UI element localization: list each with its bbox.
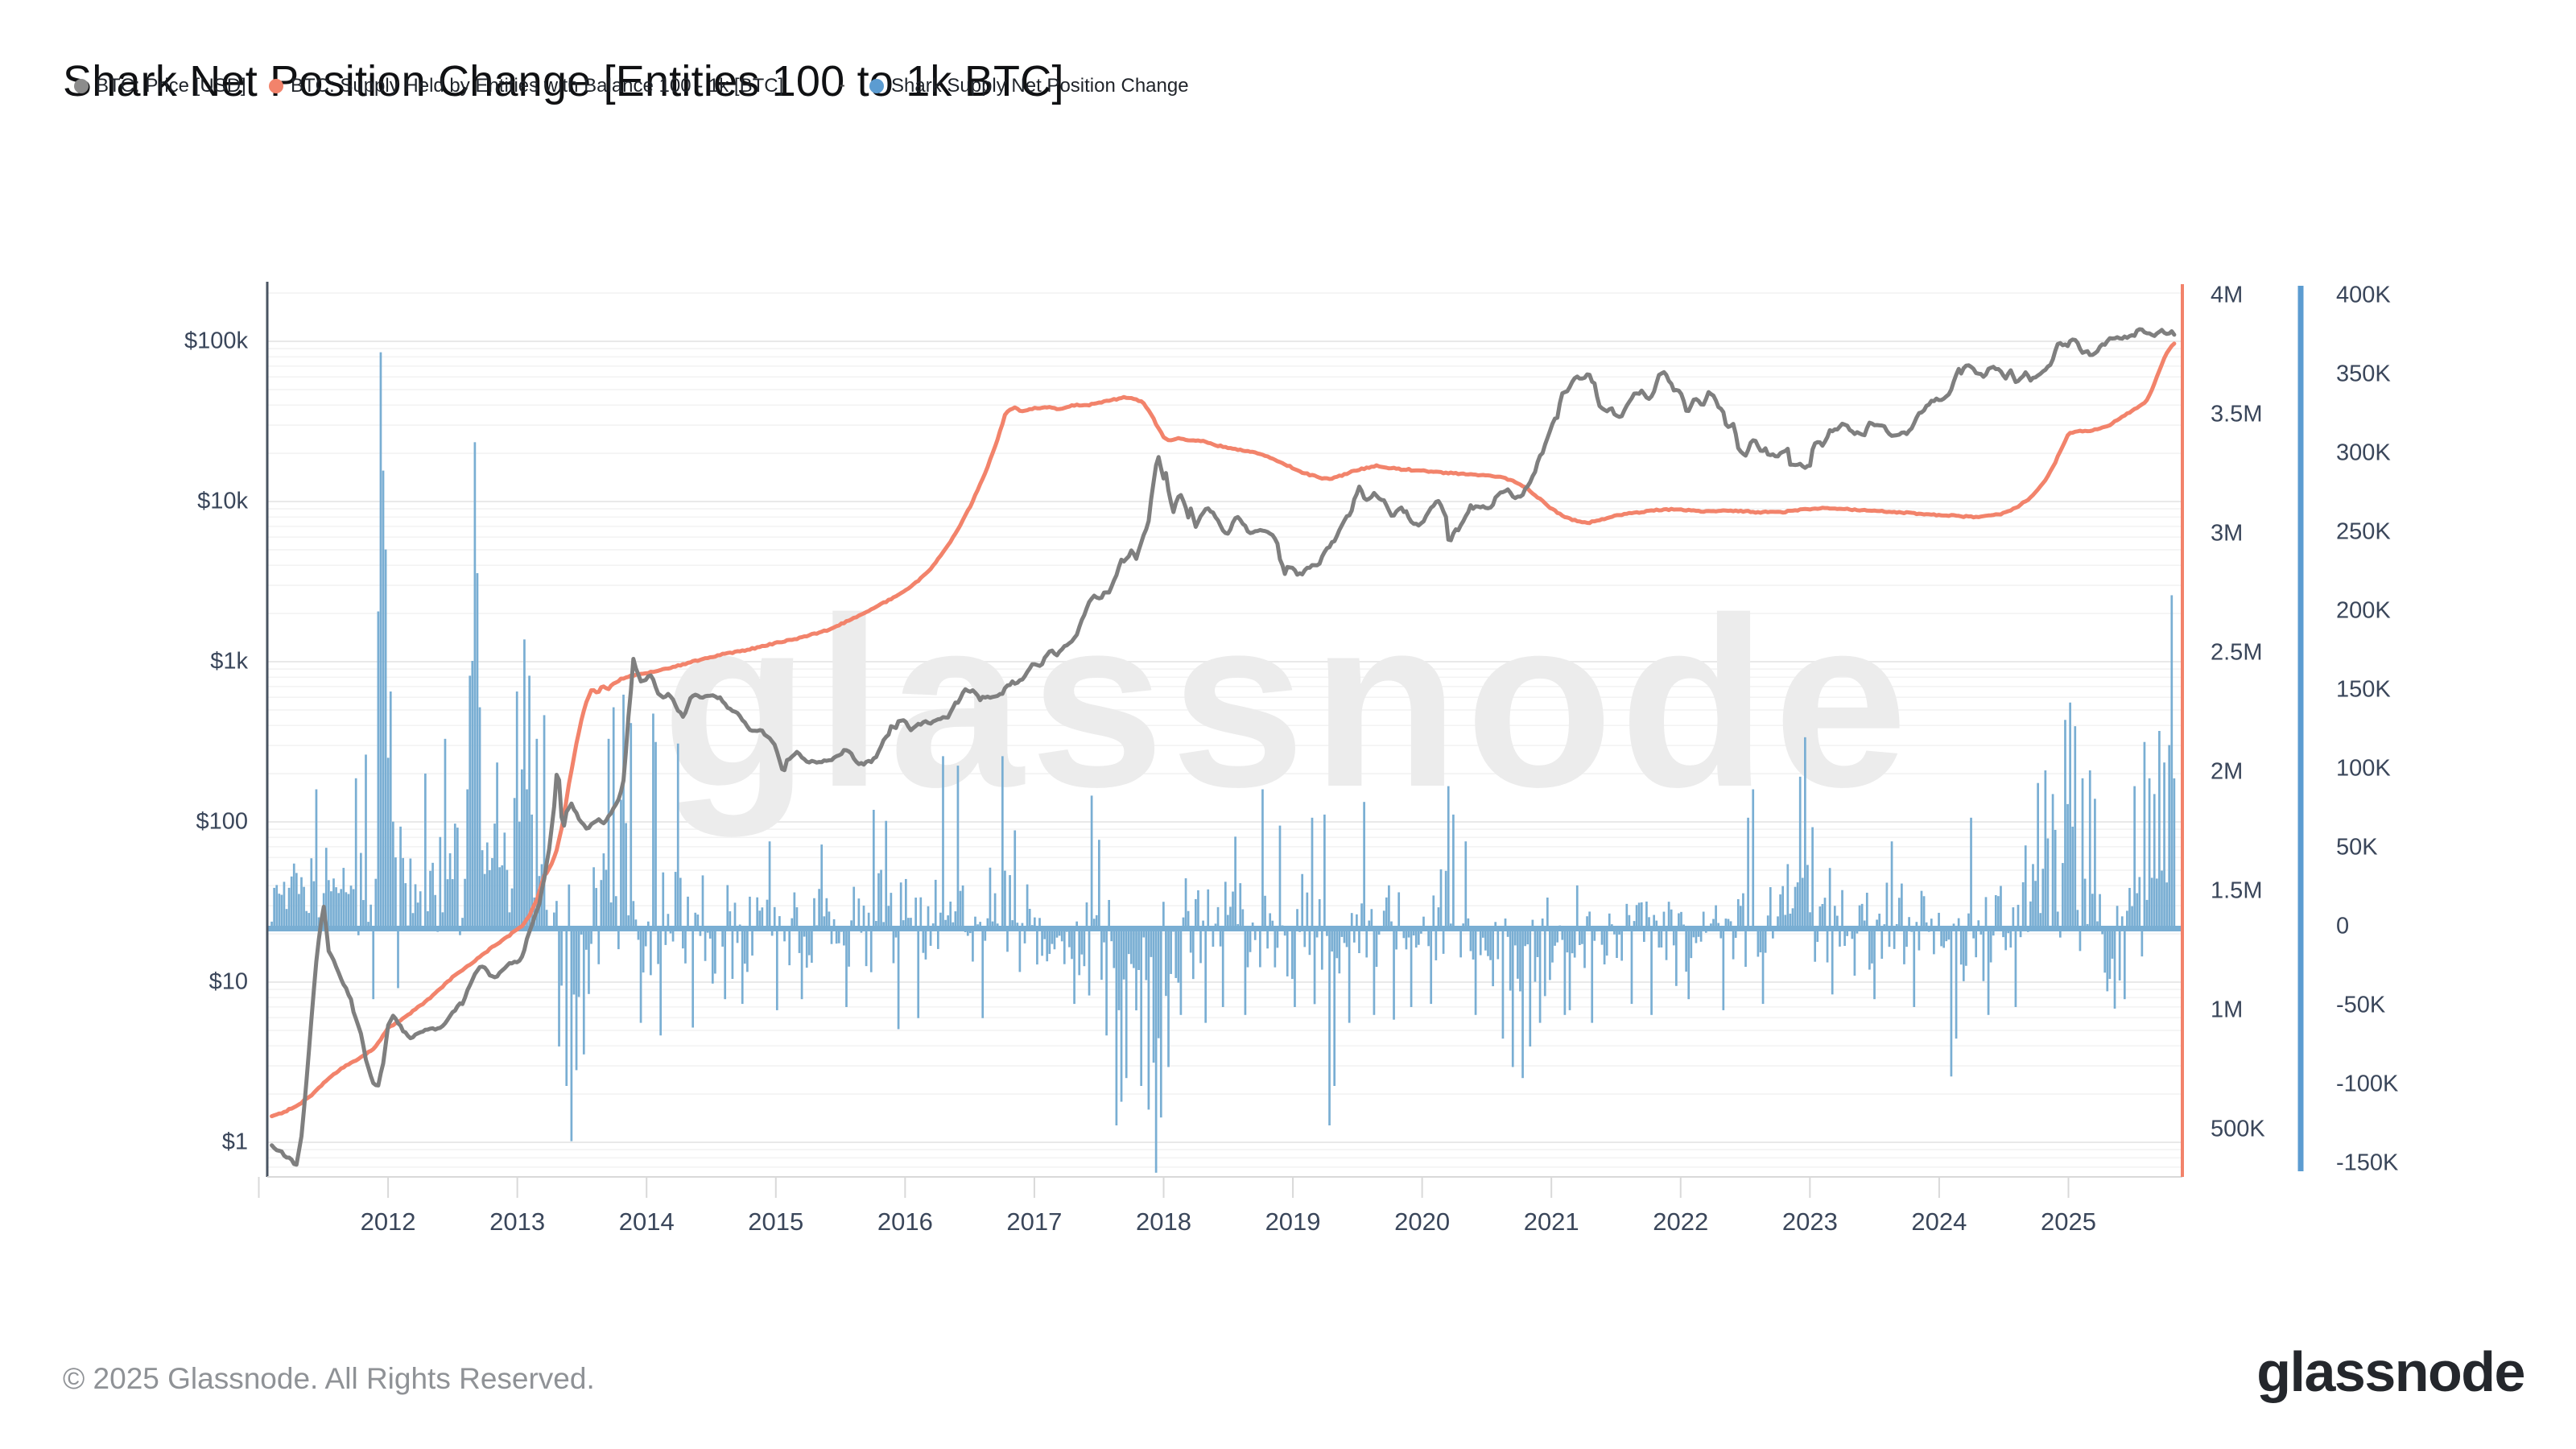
supply-tick-label: 500K — [2211, 1116, 2265, 1142]
net-tick-label: -50K — [2336, 992, 2386, 1018]
supply-tick-label: 4M — [2211, 282, 2244, 308]
year-tick-label: 2017 — [1006, 1208, 1063, 1236]
net-tick-label: -100K — [2336, 1071, 2399, 1097]
year-tick-label: 2020 — [1394, 1208, 1451, 1236]
year-tick-label: 2012 — [360, 1208, 416, 1236]
copyright-text: © 2025 Glassnode. All Rights Reserved. — [63, 1362, 595, 1395]
price-legend-dot-icon — [74, 79, 89, 93]
year-tick-label: 2022 — [1653, 1208, 1709, 1236]
net-tick-label: 400K — [2336, 282, 2391, 308]
net-tick-label: 50K — [2336, 834, 2378, 861]
legend-label: Shark Supply Net Position Change — [891, 75, 1189, 97]
price-tick-label: $100 — [196, 808, 248, 835]
net-tick-label: 250K — [2336, 518, 2391, 545]
supply-tick-label: 2.5M — [2211, 639, 2263, 666]
chart-title: Shark Net Position Change [Entities 100 … — [63, 57, 1064, 105]
year-tick-label: 2018 — [1136, 1208, 1191, 1236]
price-tick-label: $1k — [210, 648, 248, 675]
glassnode-logo: glassnode — [2256, 1340, 2525, 1403]
supply-legend-dot-icon — [269, 79, 283, 93]
supply-tick-label: 1.5M — [2211, 877, 2263, 904]
x-axis-ticks — [258, 1177, 2070, 1198]
price-tick-label: $10k — [197, 488, 248, 514]
year-tick-label: 2023 — [1781, 1208, 1838, 1236]
supply-tick-label: 3M — [2211, 520, 2244, 547]
net-legend-dot-icon — [869, 79, 884, 93]
legend-separator: - — [839, 74, 845, 96]
year-tick-label: 2024 — [1911, 1208, 1967, 1236]
glassnode-watermark: glassnode — [662, 567, 1914, 839]
net-tick-label: 100K — [2336, 755, 2391, 782]
net-tick-label: 0 — [2336, 913, 2350, 939]
net-tick-label: 300K — [2336, 440, 2391, 466]
year-tick-label: 2013 — [489, 1208, 546, 1236]
net-tick-label: 150K — [2336, 676, 2391, 703]
net-tick-label: 350K — [2336, 361, 2391, 387]
net-tick-label: -150K — [2336, 1150, 2399, 1176]
supply-tick-label: 2M — [2211, 758, 2244, 785]
supply-tick-label: 1M — [2211, 997, 2244, 1023]
gridlines — [267, 292, 2182, 1168]
price-line — [270, 327, 2177, 1167]
supply-tick-label: 3.5M — [2211, 401, 2263, 427]
legend-item-price[interactable]: BTC: Price [USD] — [74, 74, 246, 98]
year-tick-label: 2015 — [748, 1208, 804, 1236]
year-tick-label: 2021 — [1523, 1208, 1579, 1236]
year-tick-label: 2016 — [877, 1208, 933, 1236]
price-tick-label: $100k — [184, 328, 248, 354]
year-tick-label: 2014 — [618, 1208, 675, 1236]
price-tick-label: $1 — [221, 1129, 248, 1155]
price-tick-label: $10 — [208, 968, 248, 995]
year-tick-label: 2019 — [1265, 1208, 1321, 1236]
legend-item-supply[interactable]: BTC: Supply Held by Entities with Balanc… — [269, 74, 783, 98]
supply-line — [270, 341, 2177, 1119]
legend-label: BTC: Supply Held by Entities with Balanc… — [291, 75, 784, 97]
legend-label: BTC: Price [USD] — [96, 75, 246, 97]
year-tick-label: 2025 — [2040, 1208, 2096, 1236]
net-tick-label: 200K — [2336, 597, 2391, 624]
net-position-bars — [267, 352, 2182, 1173]
legend-item-net-position[interactable]: Shark Supply Net Position Change — [869, 74, 1189, 98]
